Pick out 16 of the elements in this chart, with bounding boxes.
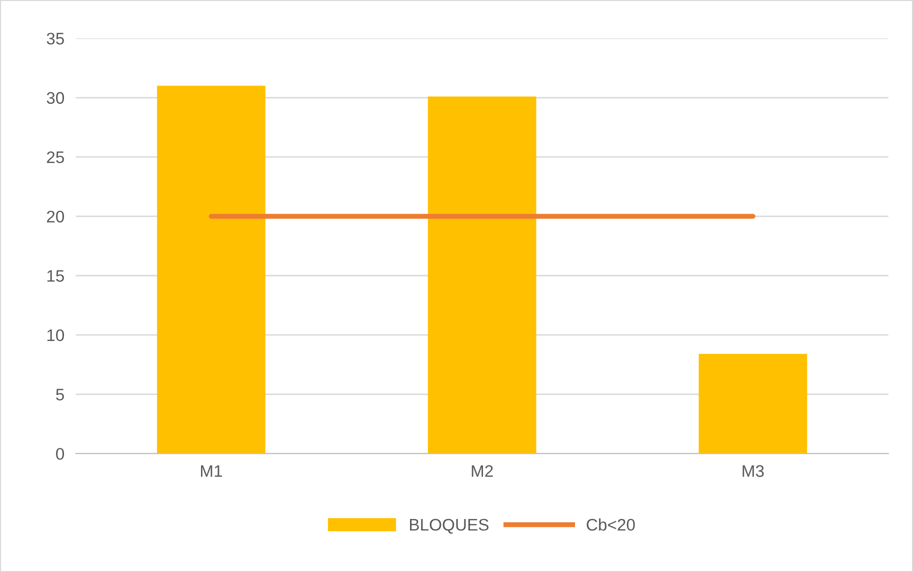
y-tick-label: 20 bbox=[46, 210, 64, 222]
y-tick-label: 5 bbox=[56, 388, 64, 400]
y-tick-label: 25 bbox=[46, 151, 64, 164]
x-tick-label: M2 bbox=[472, 465, 493, 477]
bar bbox=[157, 86, 266, 454]
legend-label: Cb<20 bbox=[586, 518, 635, 531]
x-tick-label: M3 bbox=[742, 465, 764, 477]
y-tick-label: 10 bbox=[47, 329, 64, 342]
y-tick-label: 35 bbox=[46, 32, 64, 45]
x-tick-label: M1 bbox=[201, 465, 222, 477]
legend-label: BLOQUES bbox=[410, 518, 488, 534]
y-tick-label: 0 bbox=[56, 448, 64, 460]
y-tick-label: 30 bbox=[46, 92, 64, 104]
y-tick-label: 15 bbox=[47, 270, 64, 282]
bar bbox=[698, 354, 808, 454]
bar bbox=[428, 96, 536, 454]
